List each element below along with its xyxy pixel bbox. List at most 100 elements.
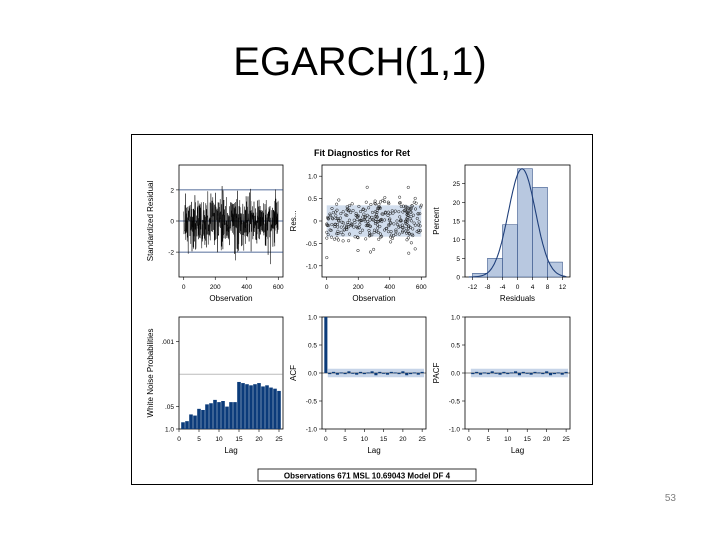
x-tick-label: 15 xyxy=(524,436,532,443)
residual-point xyxy=(375,229,379,233)
acf-bar xyxy=(328,373,332,375)
pacf-bar xyxy=(541,373,545,375)
residual-point xyxy=(351,209,355,213)
y-tick-label: 25 xyxy=(453,181,461,188)
residual-point xyxy=(405,222,409,226)
y-tick-label: .05 xyxy=(165,404,174,411)
x-tick-label: 15 xyxy=(380,436,388,443)
residual-point xyxy=(341,233,345,237)
white-noise-bar xyxy=(185,421,189,429)
residual-point xyxy=(383,210,388,214)
residual-point xyxy=(330,206,334,211)
white-noise-bar xyxy=(245,384,249,429)
white-noise-bar xyxy=(261,386,265,429)
acf-bar xyxy=(351,373,355,374)
pacf-bar xyxy=(525,373,529,374)
residual-point xyxy=(381,198,385,202)
residual-point xyxy=(367,206,371,210)
residual-point xyxy=(367,228,371,232)
y-tick-label: 2 xyxy=(170,187,174,194)
acf-bar xyxy=(339,372,343,374)
residual-point xyxy=(388,217,392,221)
residual-point xyxy=(387,224,391,228)
white-noise-bar xyxy=(253,384,257,429)
residual-point xyxy=(370,233,374,237)
y-axis-label: White Noise Probabilities xyxy=(146,329,155,418)
residual-point xyxy=(368,224,372,228)
x-tick-label: 5 xyxy=(197,436,201,443)
residual-point xyxy=(355,218,359,222)
residual-point xyxy=(368,250,373,254)
residual-point xyxy=(418,212,422,216)
pacf-bar xyxy=(510,372,514,374)
residual-point xyxy=(401,229,405,233)
residual-point xyxy=(397,232,401,236)
residual-point xyxy=(383,196,387,200)
fit-diagnostics-figure: Fit Diagnostics for Ret Observations 671… xyxy=(131,134,593,485)
residual-point xyxy=(372,230,376,234)
residual-point xyxy=(411,227,415,231)
x-tick-label: 0 xyxy=(177,436,181,443)
pacf-bar xyxy=(479,373,483,375)
x-tick-label: 25 xyxy=(275,436,283,443)
pacf-bar xyxy=(482,372,486,374)
residual-point xyxy=(347,225,351,229)
residual-point xyxy=(373,201,377,205)
residual-point xyxy=(355,235,359,239)
residual-point xyxy=(335,202,339,206)
residual-point xyxy=(389,235,393,239)
x-axis-label: Observation xyxy=(352,294,395,303)
white-noise-bar xyxy=(237,381,241,429)
white-noise-bar xyxy=(213,399,217,429)
x-tick-label: 0 xyxy=(324,436,328,443)
residual-point xyxy=(364,200,368,204)
residual-point xyxy=(362,212,366,216)
residual-point xyxy=(409,207,413,211)
residual-point xyxy=(398,195,402,199)
residual-point xyxy=(380,212,384,216)
acf-bar xyxy=(335,373,339,375)
residual-point xyxy=(409,219,413,223)
residual-point xyxy=(354,225,358,229)
y-tick-label: 1.0 xyxy=(308,315,317,322)
residual-point xyxy=(405,218,409,222)
acf-bar xyxy=(412,372,416,374)
pacf-bar xyxy=(537,372,541,374)
white-noise-bar xyxy=(257,383,261,429)
residual-point xyxy=(347,239,351,243)
residual-point xyxy=(366,222,370,226)
acf-bar xyxy=(366,372,370,374)
acf-bar xyxy=(355,373,359,375)
residual-point xyxy=(337,198,341,202)
page-number: 53 xyxy=(664,493,676,504)
residual-point xyxy=(406,208,410,212)
acf-bar xyxy=(420,371,424,373)
residual-point xyxy=(361,215,365,219)
y-tick-label: 15 xyxy=(453,219,461,226)
residual-point xyxy=(347,208,351,212)
x-tick-label: 400 xyxy=(241,284,252,291)
x-tick-label: 10 xyxy=(361,436,369,443)
residual-point xyxy=(325,223,329,227)
residual-point xyxy=(383,218,387,222)
residual-point xyxy=(392,222,396,226)
y-axis-label: Res... xyxy=(289,211,298,232)
y-tick-label: 0 xyxy=(170,219,174,226)
fit-diagnostics-panels: Fit Diagnostics for Ret Observations 671… xyxy=(146,148,571,482)
x-tick-label: 15 xyxy=(235,436,243,443)
residual-point xyxy=(358,222,362,226)
residual-point xyxy=(341,239,345,243)
x-tick-label: 0 xyxy=(182,284,186,291)
residual-point xyxy=(406,185,410,189)
y-tick-label: 10 xyxy=(453,237,461,244)
residual-point xyxy=(358,231,362,235)
residual-point xyxy=(325,236,329,240)
residual-point xyxy=(348,203,352,208)
residual-point xyxy=(358,219,362,223)
pacf-bar xyxy=(498,373,502,375)
residual-point xyxy=(397,210,401,214)
residual-point xyxy=(342,228,346,232)
acf-bar xyxy=(397,373,401,375)
y-tick-label: 0.5 xyxy=(451,343,460,350)
pacf-bar xyxy=(560,373,564,375)
